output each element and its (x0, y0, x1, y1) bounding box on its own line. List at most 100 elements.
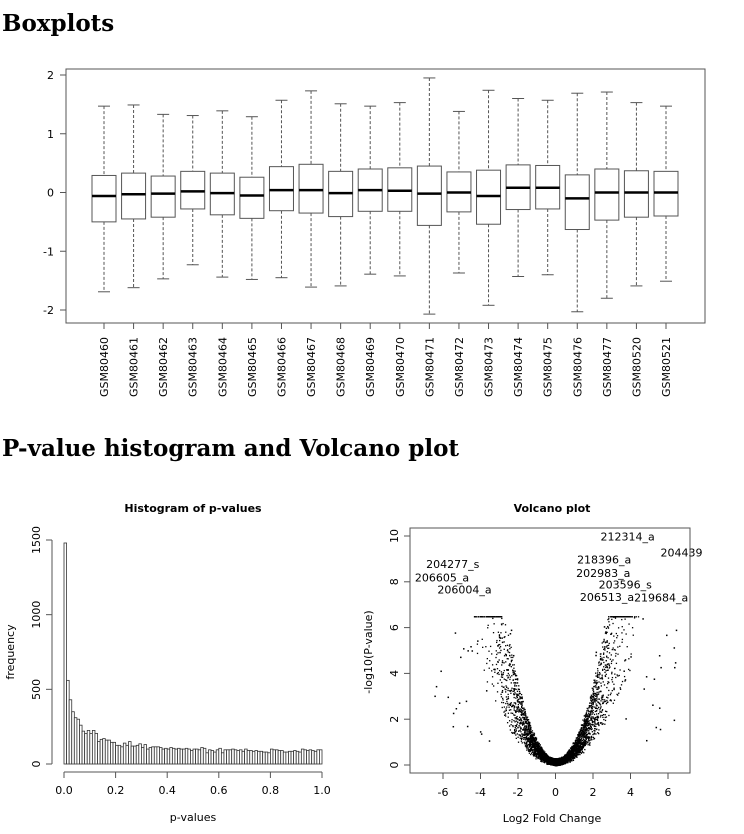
data-point (525, 747, 528, 749)
data-point (523, 716, 526, 719)
data-point (589, 711, 591, 713)
data-point (529, 729, 531, 732)
x-tick-label: -6 (438, 786, 449, 799)
data-point (595, 725, 597, 728)
data-point (525, 725, 527, 727)
data-point (621, 632, 623, 634)
data-point (575, 752, 577, 755)
data-point (531, 742, 533, 744)
data-point (592, 690, 595, 692)
data-point (612, 702, 614, 704)
data-point (522, 700, 524, 703)
data-point (553, 758, 555, 760)
data-point (617, 653, 619, 655)
data-point (561, 764, 563, 766)
data-point (501, 685, 503, 687)
data-point (544, 755, 547, 758)
data-point (613, 648, 615, 651)
data-point (552, 757, 554, 760)
data-point (594, 718, 596, 720)
data-point (555, 758, 557, 760)
data-point (514, 725, 517, 727)
data-point (588, 737, 591, 739)
data-point (515, 674, 517, 677)
data-point (534, 750, 536, 752)
data-point (607, 697, 609, 699)
data-point (610, 692, 612, 694)
data-point (579, 739, 581, 741)
data-point (543, 750, 545, 752)
data-point (585, 729, 587, 731)
data-point (595, 697, 597, 700)
data-point (535, 752, 537, 754)
data-point (536, 741, 539, 743)
data-point (599, 716, 602, 718)
data-point (536, 748, 538, 750)
data-point (530, 735, 532, 737)
data-point (578, 734, 580, 736)
data-point (673, 719, 676, 722)
data-point (508, 690, 511, 692)
data-point (581, 724, 584, 726)
data-point (499, 616, 502, 618)
data-point (485, 616, 487, 618)
data-point (578, 736, 580, 738)
data-point (535, 740, 537, 742)
data-point (535, 752, 537, 755)
data-point (587, 727, 590, 730)
data-point (592, 696, 594, 699)
data-point (535, 750, 537, 752)
data-point (576, 750, 579, 752)
data-point (599, 704, 602, 706)
data-point (584, 748, 586, 751)
data-point (585, 742, 587, 745)
x-tick-label: GSM80471 (423, 337, 436, 397)
data-point (519, 735, 522, 737)
data-point (507, 634, 510, 636)
data-point (598, 672, 601, 674)
data-point (526, 744, 528, 746)
data-point (522, 714, 524, 716)
data-point (598, 661, 600, 663)
data-point (530, 727, 532, 729)
data-point (521, 696, 523, 698)
y-tick-label: 1 (47, 128, 54, 141)
data-point (653, 678, 656, 680)
data-point (497, 631, 500, 633)
data-point (488, 650, 490, 652)
data-point (447, 696, 450, 699)
data-point (518, 694, 520, 696)
data-point (466, 725, 469, 728)
data-point (527, 734, 530, 736)
data-point (608, 667, 610, 669)
data-point (612, 616, 614, 618)
data-point (536, 742, 538, 744)
data-point (511, 732, 514, 734)
box (91, 174, 117, 223)
data-point (491, 664, 494, 666)
data-point (509, 647, 511, 650)
data-point (584, 714, 587, 716)
data-point (612, 647, 614, 649)
data-point (580, 746, 582, 748)
data-point (542, 759, 545, 761)
data-point (537, 751, 539, 753)
data-point (621, 638, 624, 641)
data-point (528, 750, 530, 752)
data-point (520, 740, 523, 742)
data-point (604, 646, 606, 648)
data-point (595, 654, 597, 657)
data-point (515, 730, 518, 732)
data-point (584, 741, 586, 744)
data-point (572, 753, 574, 756)
data-point (531, 751, 533, 753)
data-point (532, 739, 534, 741)
data-point (586, 720, 588, 722)
data-point (576, 744, 578, 746)
data-point (570, 752, 572, 754)
data-point (582, 741, 584, 743)
data-point (554, 763, 556, 765)
data-point (572, 743, 574, 745)
data-point (610, 654, 612, 656)
data-point (565, 760, 567, 762)
